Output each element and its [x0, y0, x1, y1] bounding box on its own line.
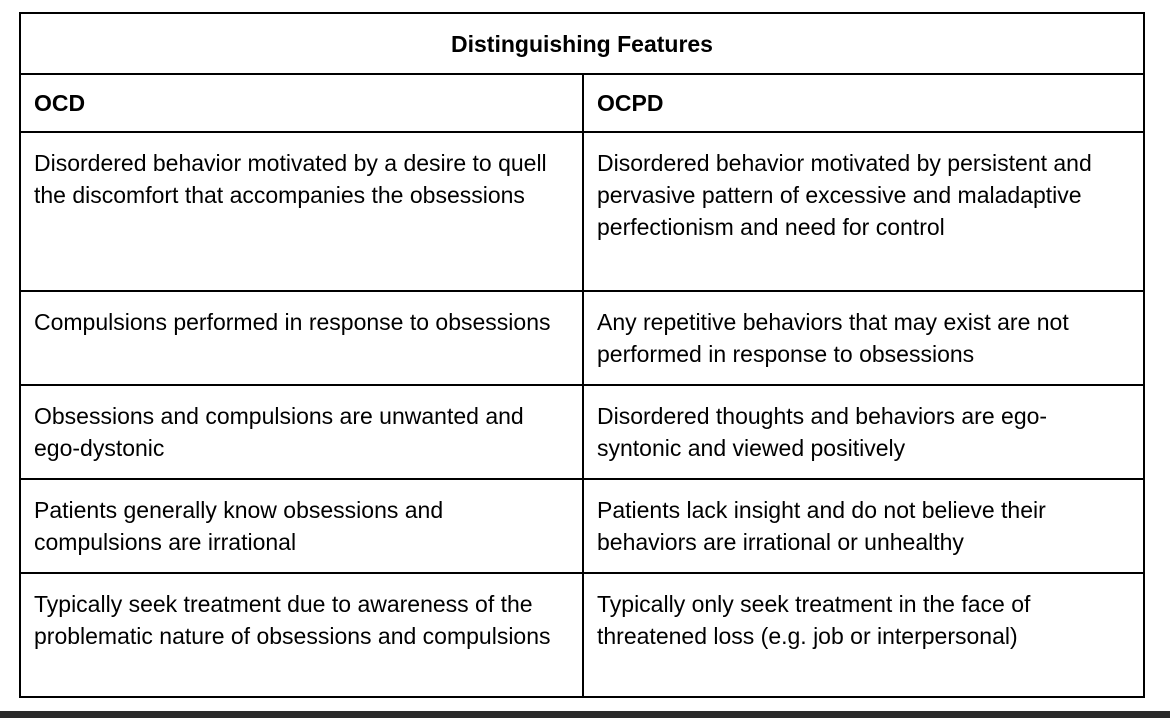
title-row: Distinguishing Features [19, 12, 1145, 75]
cell-ocpd: Disordered behavior motivated by persist… [582, 131, 1145, 292]
cell-ocpd: Disordered thoughts and behaviors are eg… [582, 384, 1145, 480]
table-row: Typically seek treatment due to awarenes… [19, 572, 1145, 698]
cell-ocd: Typically seek treatment due to awarenes… [19, 572, 584, 698]
cell-ocpd: Patients lack insight and do not believe… [582, 478, 1145, 574]
cell-ocd: Obsessions and compulsions are unwanted … [19, 384, 584, 480]
distinguishing-features-table: Distinguishing Features OCD OCPD Disorde… [19, 12, 1145, 698]
cell-ocd: Patients generally know obsessions and c… [19, 478, 584, 574]
table-row: Compulsions performed in response to obs… [19, 290, 1145, 386]
cell-ocpd: Any repetitive behaviors that may exist … [582, 290, 1145, 386]
table-row: Obsessions and compulsions are unwanted … [19, 384, 1145, 480]
column-header-ocpd: OCPD [582, 73, 1145, 133]
cell-ocd: Disordered behavior motivated by a desir… [19, 131, 584, 292]
table-row: Patients generally know obsessions and c… [19, 478, 1145, 574]
cell-ocpd: Typically only seek treatment in the fac… [582, 572, 1145, 698]
cell-ocd: Compulsions performed in response to obs… [19, 290, 584, 386]
header-row: OCD OCPD [19, 73, 1145, 133]
bottom-bar [0, 711, 1170, 718]
table-title: Distinguishing Features [19, 12, 1145, 75]
table-row: Disordered behavior motivated by a desir… [19, 131, 1145, 292]
column-header-ocd: OCD [19, 73, 584, 133]
